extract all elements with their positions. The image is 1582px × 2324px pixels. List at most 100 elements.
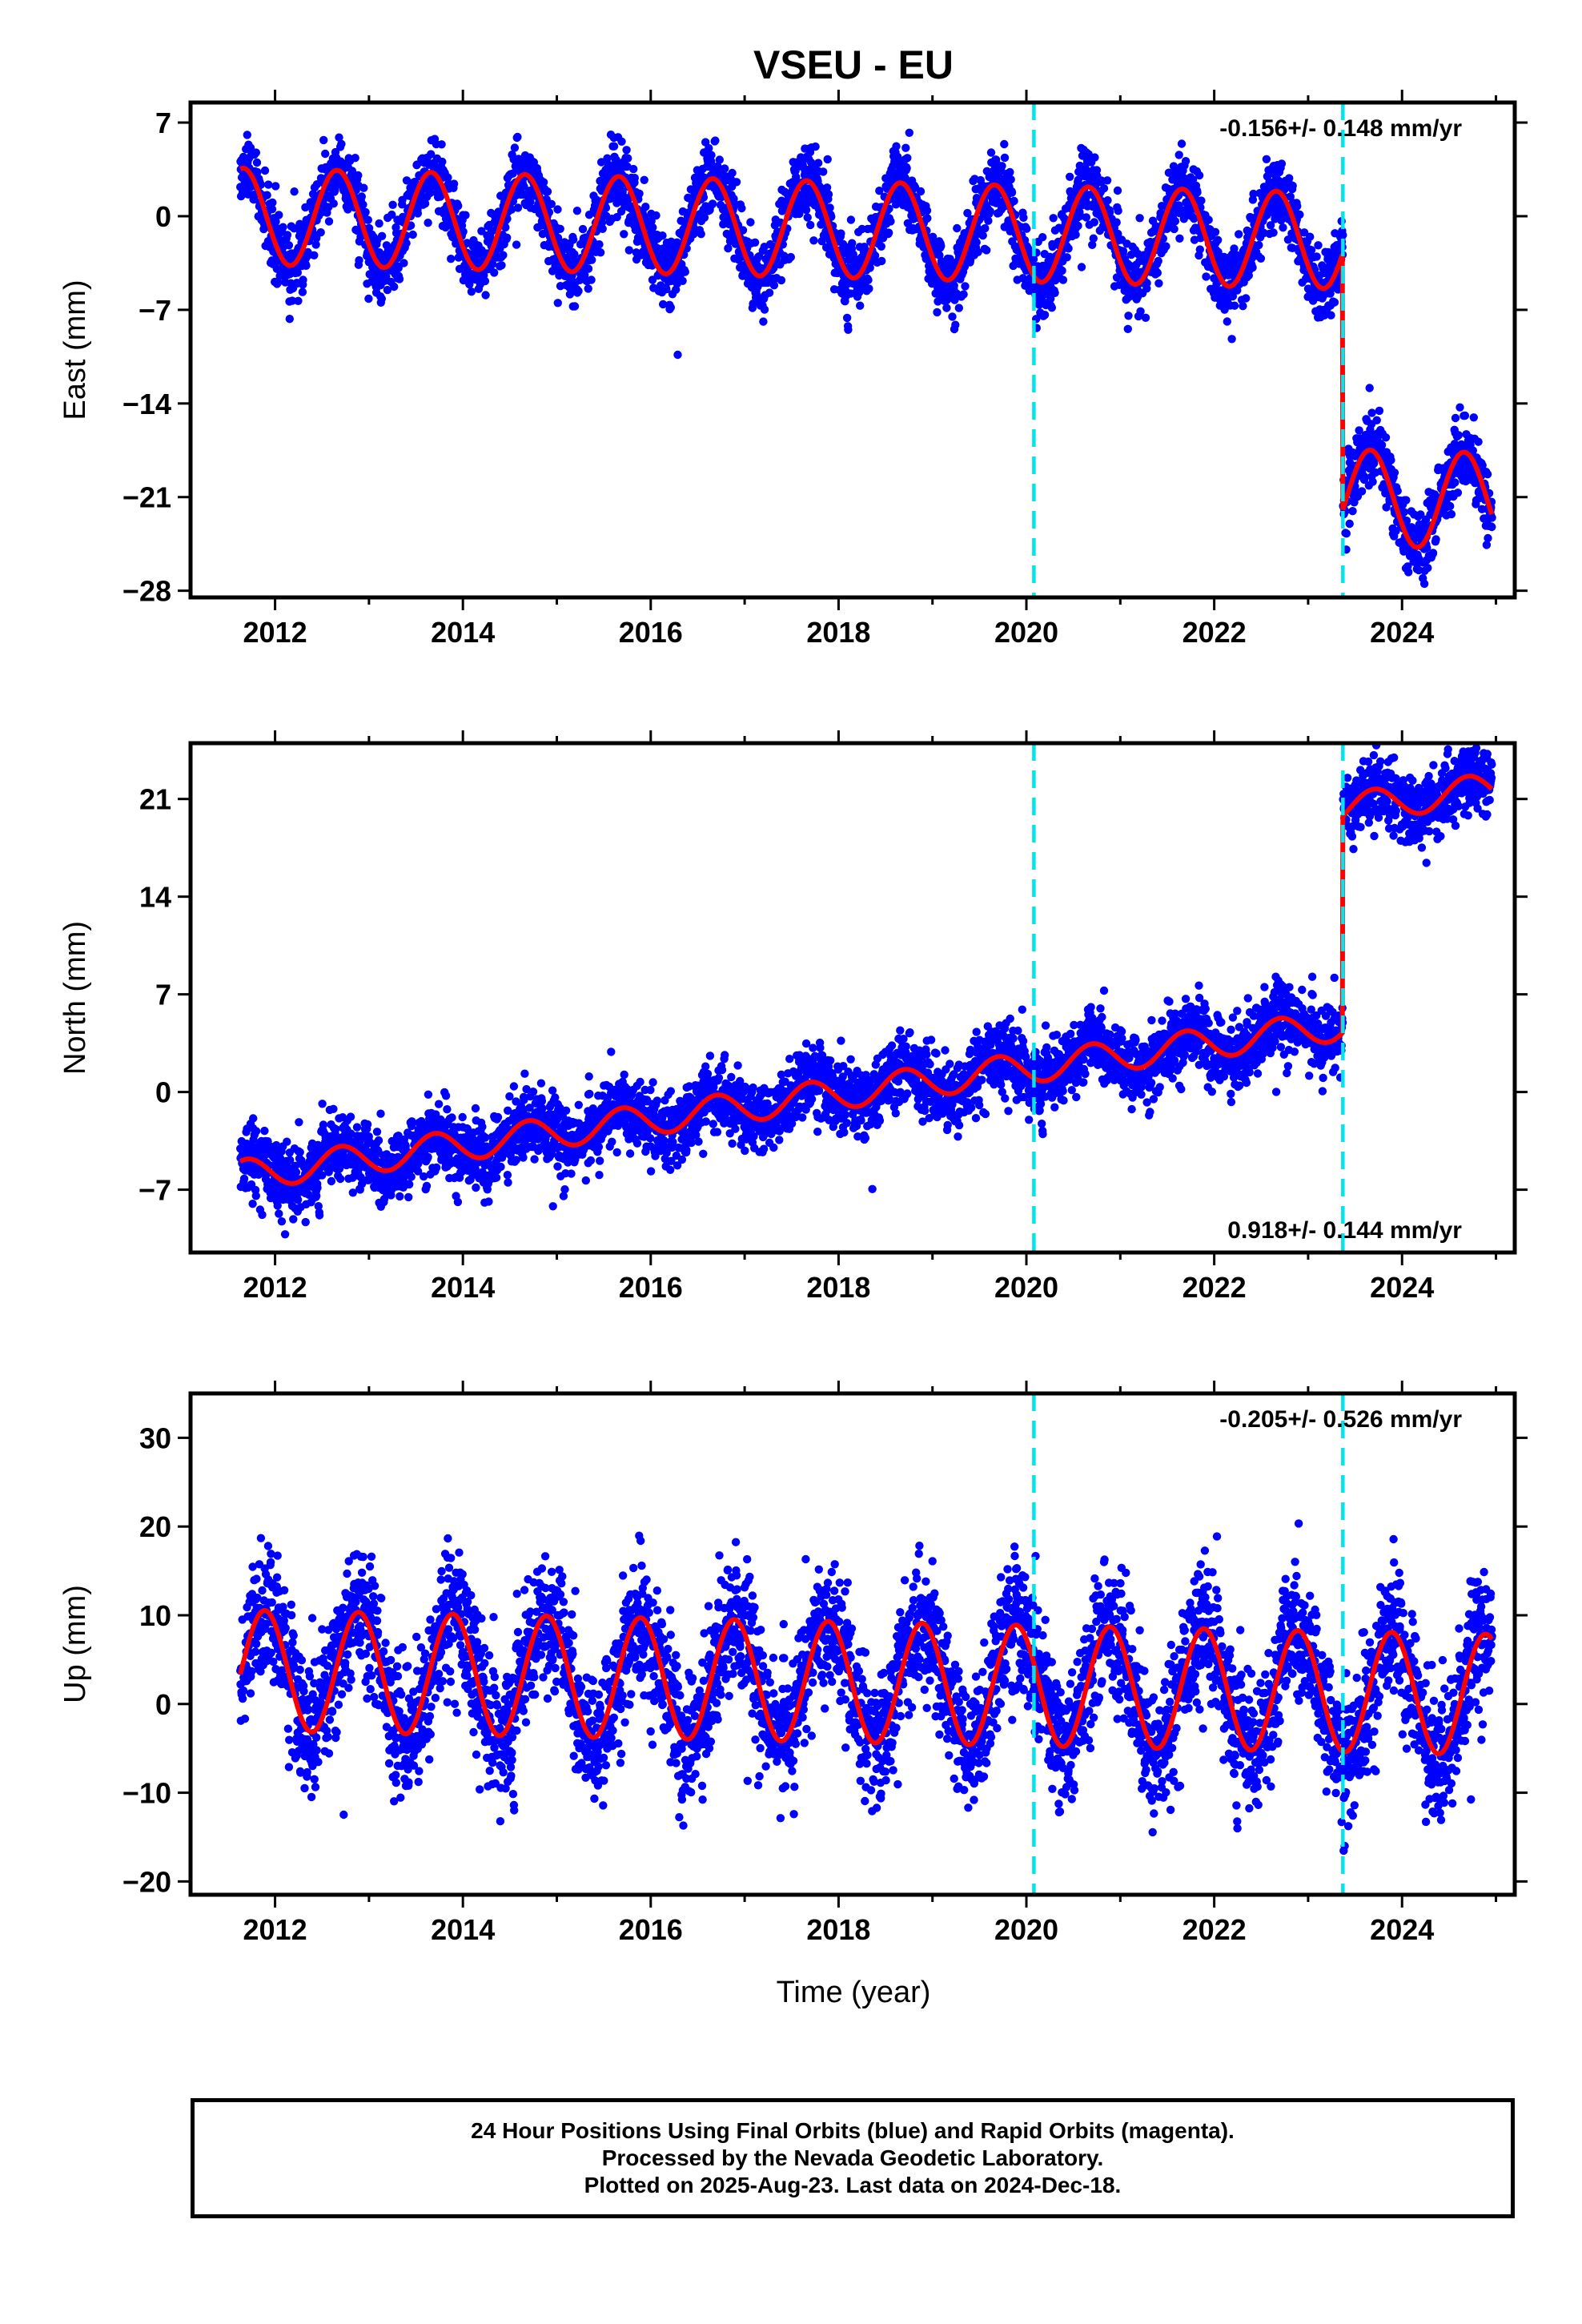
east-data-point xyxy=(503,233,512,242)
east-data-point xyxy=(290,224,299,233)
east-data-point xyxy=(1058,275,1068,284)
east-data-point xyxy=(769,281,779,290)
east-data-point xyxy=(708,199,717,208)
east-data-point xyxy=(587,275,596,284)
chart-title: VSEU - EU xyxy=(753,42,954,87)
east-data-point xyxy=(490,268,499,277)
east-data-point xyxy=(1460,411,1470,420)
east-data-point xyxy=(1348,507,1357,516)
panel-east: 2012 2014 2016 2018 2020 2022 202470−7−14−21−2… xyxy=(58,90,1528,649)
east-data-point xyxy=(1195,245,1205,254)
east-data-point xyxy=(275,211,283,219)
east-data-point xyxy=(1175,234,1184,243)
east-data-point xyxy=(844,325,853,334)
east-data-point xyxy=(803,213,812,222)
east-data-point xyxy=(620,230,628,239)
east-data-point xyxy=(1372,416,1381,424)
east-data-point xyxy=(916,187,926,196)
east-data-point xyxy=(1488,522,1496,532)
east-data-point xyxy=(267,205,277,214)
east-data-point xyxy=(711,136,720,145)
east-data-point xyxy=(1423,564,1432,573)
east-data-point xyxy=(1090,218,1099,227)
east-y-tick-label: −21 xyxy=(122,481,171,514)
east-data-point xyxy=(1453,489,1463,497)
east-data-point xyxy=(1367,408,1376,417)
east-data-point xyxy=(1135,214,1144,223)
east-data-point xyxy=(1154,256,1162,266)
east-data-point xyxy=(865,284,873,293)
east-data-point xyxy=(1193,188,1202,197)
east-data-point xyxy=(707,151,716,159)
east-y-tick-label: 7 xyxy=(155,107,171,139)
east-data-point xyxy=(948,312,957,321)
north-data-point xyxy=(277,1217,287,1226)
east-data-point xyxy=(252,158,262,167)
east-data-point xyxy=(437,140,446,149)
north-data-point xyxy=(249,1114,258,1123)
east-data-point xyxy=(1177,139,1186,148)
east-data-point xyxy=(570,250,579,259)
east-data-point xyxy=(933,308,942,317)
east-data-point xyxy=(1451,413,1460,423)
east-data-point xyxy=(724,243,733,253)
east-data-point xyxy=(1262,155,1271,163)
east-data-point xyxy=(1006,167,1014,177)
east-data-point xyxy=(1377,440,1387,449)
east-data-point xyxy=(359,183,368,192)
east-data-point xyxy=(750,238,760,247)
east-data-point xyxy=(609,142,619,151)
east-data-point xyxy=(1082,213,1091,222)
east-data-point xyxy=(877,256,886,266)
east-data-point xyxy=(982,246,991,255)
north-data-point xyxy=(422,1181,432,1191)
east-data-point xyxy=(1074,221,1082,231)
east-data-point xyxy=(1019,213,1028,222)
east-data-point xyxy=(454,201,463,211)
east-data-point xyxy=(954,304,964,312)
east-data-point xyxy=(377,294,386,304)
east-data-point xyxy=(510,143,520,152)
north-data-points xyxy=(236,743,1496,1239)
east-data-point xyxy=(390,282,399,292)
east-data-point xyxy=(507,205,516,214)
east-data-point xyxy=(377,231,387,240)
east-data-point xyxy=(329,199,338,208)
north-data-point xyxy=(407,1172,416,1181)
east-data-point xyxy=(395,275,404,283)
east-data-point xyxy=(1211,227,1220,236)
east-data-point xyxy=(1360,472,1369,481)
east-data-point xyxy=(253,167,262,177)
east-data-point xyxy=(299,275,307,284)
east-data-point xyxy=(1077,263,1086,271)
north-data-point xyxy=(363,1120,372,1129)
east-data-point xyxy=(568,235,578,244)
north-data-point xyxy=(239,1174,249,1184)
east-data-point xyxy=(842,313,852,323)
east-data-point xyxy=(617,137,626,146)
east-data-point xyxy=(678,276,687,285)
east-data-point xyxy=(246,143,255,152)
east-data-point xyxy=(813,159,823,167)
east-data-point xyxy=(903,154,912,163)
east-data-point xyxy=(459,227,468,236)
east-data-point xyxy=(1204,215,1213,224)
east-data-point xyxy=(1040,311,1050,320)
east-data-point xyxy=(436,192,445,201)
east-data-point xyxy=(512,240,521,249)
east-data-point xyxy=(1235,230,1243,239)
east-data-point xyxy=(1000,153,1010,163)
east-data-point xyxy=(1242,294,1251,303)
east-data-point xyxy=(351,154,359,163)
east-data-point xyxy=(284,241,294,250)
east-data-point xyxy=(574,287,583,296)
east-data-point xyxy=(290,187,299,196)
panel-north: 2012 2014 2016 2018 2020 2022 2024211470−7Nort… xyxy=(58,730,1528,1304)
east-data-point xyxy=(595,240,604,249)
east-data-point xyxy=(1141,313,1150,322)
east-data-point xyxy=(1090,153,1099,162)
east-data-point xyxy=(1195,171,1204,180)
east-data-point xyxy=(553,299,562,308)
east-data-point xyxy=(335,133,343,142)
east-data-point xyxy=(777,275,786,285)
